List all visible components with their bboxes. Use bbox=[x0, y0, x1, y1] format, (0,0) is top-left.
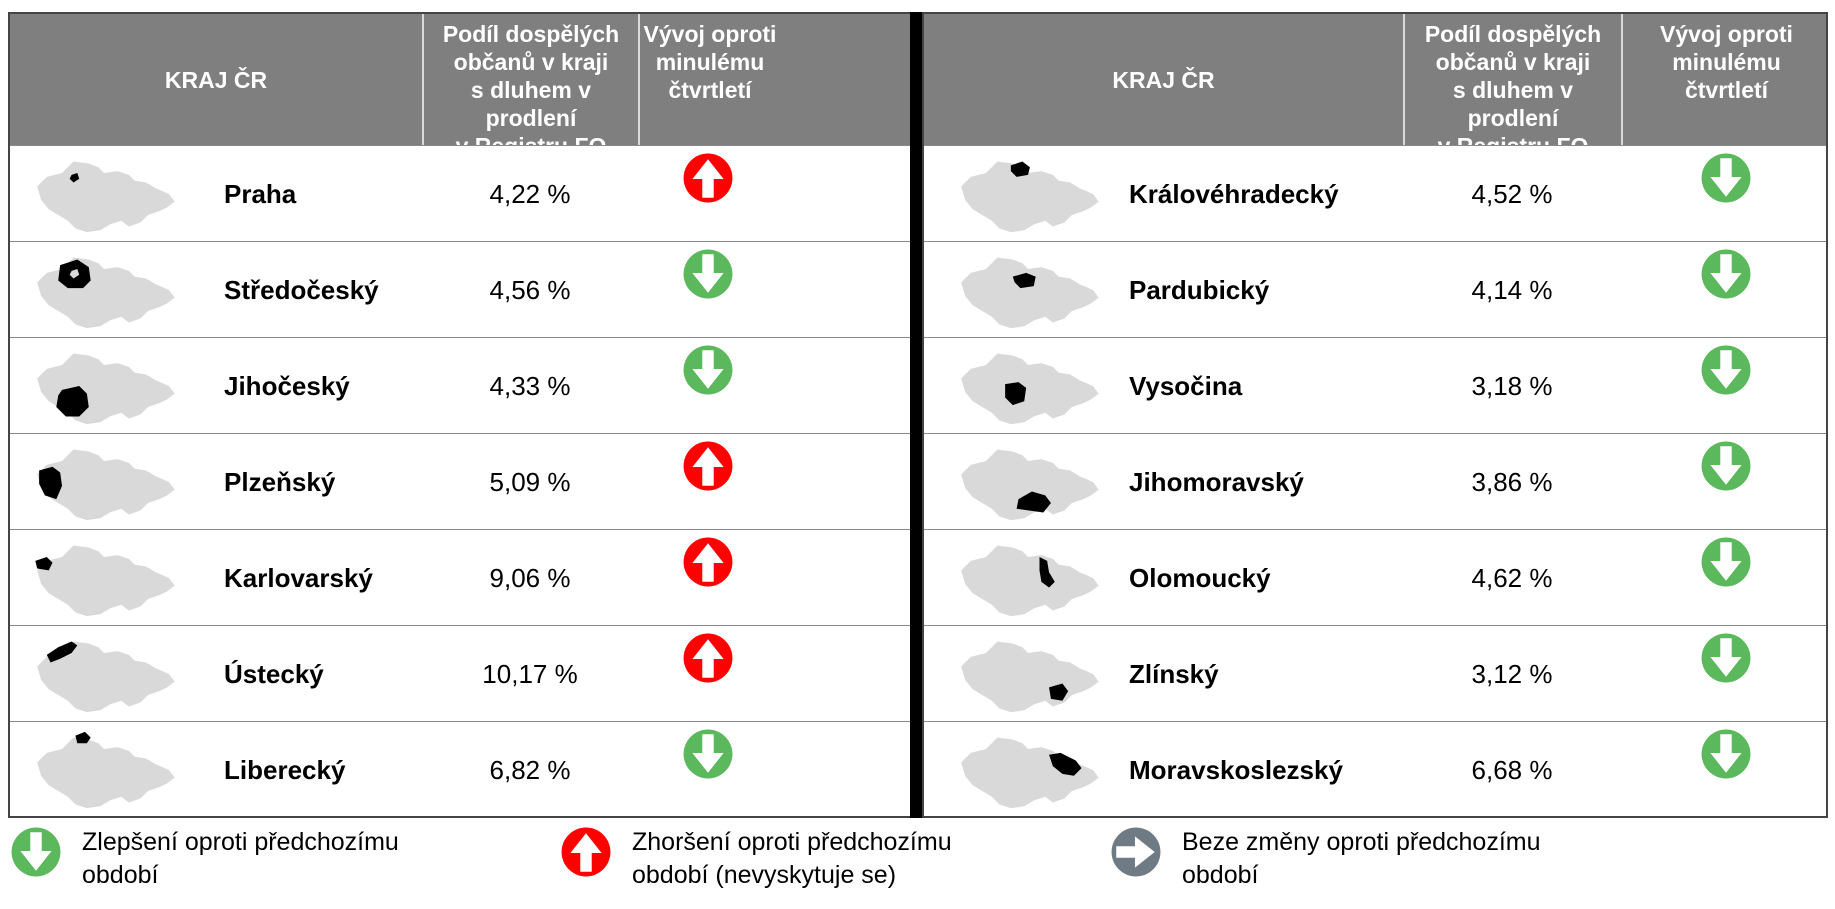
kraj-column-header: KRAJ ČR bbox=[1112, 66, 1215, 93]
arrow-down-green-icon bbox=[1701, 633, 1751, 683]
region-name: Zlínský bbox=[1129, 658, 1219, 689]
kraj-column-header: KRAJ ČR bbox=[164, 66, 268, 93]
moravskoslezsky-map-icon bbox=[961, 737, 1099, 809]
legend-item: Beze změny oproti předchozímu období bbox=[1110, 826, 1541, 892]
region-name: Olomoucký bbox=[1129, 562, 1271, 593]
table-row: Moravskoslezský 6,68 % bbox=[924, 721, 1826, 817]
region-name: Vysočina bbox=[1129, 370, 1243, 401]
table-row: Ústecký 10,17 % bbox=[10, 625, 916, 721]
share-value: 3,18 % bbox=[1471, 370, 1553, 401]
zlinsky-map-icon bbox=[961, 641, 1099, 713]
table-row: Plzeňský 5,09 % bbox=[10, 433, 916, 529]
arrow-up-red-icon bbox=[683, 153, 733, 203]
karlovarsky-map-icon bbox=[35, 545, 175, 617]
share-value: 6,82 % bbox=[489, 754, 571, 785]
share-value: 4,33 % bbox=[489, 370, 571, 401]
legend-item: Zhoršení oproti předchozímu období (nevy… bbox=[560, 826, 952, 892]
share-value: 4,14 % bbox=[1471, 274, 1553, 305]
trend-column-header: Vývoj oproti minulému čtvrtletí bbox=[1621, 14, 1830, 145]
region-name: Královéhradecký bbox=[1129, 178, 1339, 209]
trend-column-header: Vývoj oproti minulému čtvrtletí bbox=[638, 14, 780, 145]
region-name: Liberecký bbox=[224, 754, 346, 785]
right-table: KRAJ ČR Podíl dospělých občanů v kraji s… bbox=[922, 12, 1828, 818]
share-value: 10,17 % bbox=[482, 658, 578, 689]
table-row: Pardubický 4,14 % bbox=[924, 241, 1826, 337]
share-value: 5,09 % bbox=[489, 466, 571, 497]
left-table-header: KRAJ ČR Podíl dospělých občanů v kraji s… bbox=[10, 14, 916, 159]
arrow-down-green-icon bbox=[11, 827, 61, 877]
arrow-down-green-icon bbox=[1701, 441, 1751, 491]
jihocesky-map-icon bbox=[37, 353, 175, 425]
table-row: Jihočeský 4,33 % bbox=[10, 337, 916, 433]
arrow-down-green-icon bbox=[1701, 537, 1751, 587]
olomoucky-map-icon bbox=[961, 545, 1099, 617]
table-row: Jihomoravský 3,86 % bbox=[924, 433, 1826, 529]
legend-item: Zlepšení oproti předchozímu období bbox=[10, 826, 399, 892]
legend-text: Beze změny oproti předchozímu období bbox=[1182, 828, 1541, 889]
vysocina-map-icon bbox=[961, 353, 1099, 425]
table-divider bbox=[910, 12, 922, 818]
share-column-header: Podíl dospělých občanů v kraji s dluhem … bbox=[422, 14, 638, 159]
arrow-up-red-icon bbox=[561, 827, 611, 877]
table-row: Praha 4,22 % bbox=[10, 145, 916, 241]
arrow-up-red-icon bbox=[683, 441, 733, 491]
share-value: 6,68 % bbox=[1471, 754, 1553, 785]
arrow-up-red-icon bbox=[683, 633, 733, 683]
liberecky-map-icon bbox=[37, 731, 175, 809]
region-name: Středočeský bbox=[224, 274, 379, 305]
arrow-down-green-icon bbox=[683, 729, 733, 779]
arrow-up-red-icon bbox=[683, 537, 733, 587]
praha-map-icon bbox=[37, 161, 175, 233]
table-row: Středočeský 4,56 % bbox=[10, 241, 916, 337]
region-name: Ústecký bbox=[224, 658, 324, 689]
share-value: 4,56 % bbox=[489, 274, 571, 305]
right-table-header: KRAJ ČR Podíl dospělých občanů v kraji s… bbox=[924, 14, 1826, 159]
arrow-down-green-icon bbox=[683, 249, 733, 299]
arrow-down-green-icon bbox=[683, 345, 733, 395]
share-value: 9,06 % bbox=[489, 562, 571, 593]
region-name: Jihomoravský bbox=[1129, 466, 1304, 497]
plzensky-map-icon bbox=[37, 449, 175, 521]
arrow-down-green-icon bbox=[1701, 729, 1751, 779]
table-row: Vysočina 3,18 % bbox=[924, 337, 1826, 433]
arrow-right-grey-icon bbox=[1111, 827, 1161, 877]
region-name: Moravskoslezský bbox=[1129, 754, 1343, 785]
arrow-down-green-icon bbox=[1701, 345, 1751, 395]
kralovehradecky-map-icon bbox=[961, 161, 1099, 233]
ustecky-map-icon bbox=[37, 641, 175, 713]
arrow-down-green-icon bbox=[1701, 249, 1751, 299]
table-row: Zlínský 3,12 % bbox=[924, 625, 1826, 721]
arrow-down-green-icon bbox=[1701, 153, 1751, 203]
left-table: KRAJ ČR Podíl dospělých občanů v kraji s… bbox=[8, 12, 918, 818]
table-row: Olomoucký 4,62 % bbox=[924, 529, 1826, 625]
legend-text: Zhoršení oproti předchozímu období (nevy… bbox=[632, 828, 952, 889]
jihomoravsky-map-icon bbox=[961, 449, 1099, 521]
legend-text: Zlepšení oproti předchozímu období bbox=[82, 828, 399, 889]
region-name: Plzeňský bbox=[224, 466, 336, 497]
share-value: 4,52 % bbox=[1471, 178, 1553, 209]
table-row: Královéhradecký 4,52 % bbox=[924, 145, 1826, 241]
share-column-header: Podíl dospělých občanů v kraji s dluhem … bbox=[1403, 14, 1621, 159]
region-name: Pardubický bbox=[1129, 274, 1270, 305]
share-value: 3,86 % bbox=[1471, 466, 1553, 497]
share-value: 4,62 % bbox=[1471, 562, 1553, 593]
stredocesky-map-icon bbox=[37, 257, 175, 329]
pardubicky-map-icon bbox=[961, 257, 1099, 329]
region-name: Karlovarský bbox=[224, 562, 373, 593]
table-row: Liberecký 6,82 % bbox=[10, 721, 916, 817]
share-value: 3,12 % bbox=[1471, 658, 1553, 689]
region-name: Praha bbox=[224, 178, 297, 209]
share-value: 4,22 % bbox=[489, 178, 571, 209]
table-row: Karlovarský 9,06 % bbox=[10, 529, 916, 625]
region-name: Jihočeský bbox=[224, 370, 350, 401]
